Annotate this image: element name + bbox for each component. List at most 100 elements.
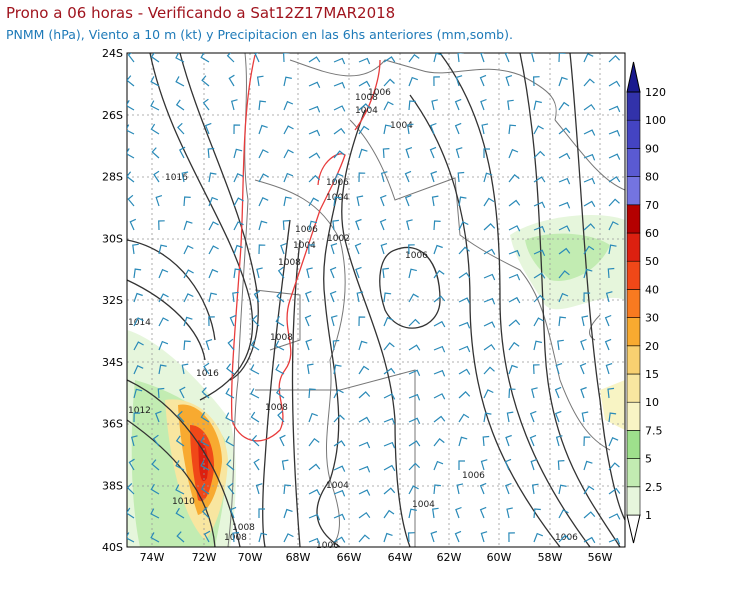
lon-label: 68W	[286, 551, 311, 564]
wind-barb	[308, 220, 318, 231]
wind-barb	[233, 268, 242, 279]
wind-barb	[305, 290, 312, 303]
wind-barb	[533, 150, 546, 159]
wind-barb	[455, 147, 463, 159]
wind-barb	[558, 509, 569, 519]
wind-barb	[202, 98, 210, 111]
wind-barb	[283, 508, 293, 519]
wind-barb	[151, 147, 160, 159]
wind-barb	[250, 388, 260, 399]
wind-barb	[558, 292, 569, 303]
lon-label: 66W	[337, 551, 362, 564]
wind-barb	[456, 483, 464, 495]
wind-barb	[358, 316, 366, 327]
wind-barb	[458, 321, 471, 329]
wind-barb	[504, 458, 512, 471]
colorbar-band	[626, 373, 641, 403]
wind-barb	[533, 201, 546, 209]
wind-barb	[433, 53, 443, 63]
wind-barb	[233, 197, 244, 207]
colorbar-band	[626, 148, 641, 177]
wind-barb	[333, 196, 342, 207]
wind-barb	[379, 194, 387, 207]
wind-barb	[558, 484, 567, 495]
colorbar-high	[626, 61, 641, 93]
lon-label: 58W	[538, 551, 563, 564]
wind-barb	[406, 219, 413, 231]
wind-barb	[150, 532, 160, 543]
wind-barb	[258, 124, 268, 135]
wind-barb	[558, 152, 571, 160]
wind-barb	[382, 148, 390, 159]
wind-barb	[554, 386, 562, 399]
wind-barb	[250, 364, 260, 375]
colorbar-band	[626, 430, 641, 459]
wind-barb	[458, 391, 471, 399]
wind-barb	[383, 441, 396, 449]
lat-label: 24S	[102, 47, 123, 60]
wind-barb	[333, 440, 346, 447]
precipitation	[127, 215, 625, 547]
wind-barb	[127, 507, 135, 519]
wind-barb	[433, 295, 446, 303]
wind-barb	[355, 266, 362, 279]
wind-barb	[179, 386, 186, 399]
wind-barb	[150, 483, 160, 495]
wind-barb	[504, 53, 510, 63]
wind-barb	[583, 223, 596, 231]
wind-barb	[531, 387, 538, 399]
wind-barb	[329, 290, 337, 303]
colorbar-label: 15	[645, 368, 659, 381]
wind-barb	[532, 76, 540, 87]
wind-barb	[405, 147, 413, 159]
lat-label: 40S	[102, 541, 123, 554]
contour-label: 1008	[232, 523, 255, 533]
wind-barb	[283, 533, 294, 543]
wind-barb	[533, 125, 544, 135]
wind-barb	[258, 197, 269, 207]
contour-label: 1016	[196, 369, 219, 379]
wind-barb	[330, 243, 338, 255]
wind-barb	[583, 177, 596, 185]
map-frame	[126, 52, 626, 548]
wind-barb	[283, 196, 292, 207]
wind-barb	[483, 321, 496, 328]
wind-barb	[200, 411, 210, 423]
wind-barb	[175, 484, 185, 495]
wind-barb	[355, 218, 362, 231]
wind-barb	[404, 194, 412, 207]
isobars	[127, 53, 625, 547]
wind-barb	[383, 367, 396, 375]
wind-barb	[558, 247, 571, 255]
wind-barb	[258, 173, 269, 183]
wind-barb	[608, 487, 621, 495]
wind-barb	[225, 412, 235, 423]
wind-barb	[383, 487, 396, 495]
wind-barb	[358, 125, 370, 135]
wind-barb	[429, 146, 437, 159]
wind-barb	[157, 387, 165, 399]
wind-barb	[308, 537, 321, 545]
wind-barb	[203, 362, 210, 375]
contour-labels: 1016 1014 1012 1010 1016 1008 1006 1004 …	[128, 88, 578, 551]
wind-barb	[555, 435, 563, 447]
wind-barb	[332, 219, 339, 231]
contour-label: 1004	[355, 106, 378, 116]
wind-barb	[183, 245, 194, 255]
wind-barb	[608, 129, 621, 137]
wind-barb	[276, 291, 285, 303]
wind-barb	[158, 268, 169, 279]
wind-barb	[181, 171, 189, 183]
wind-barb	[383, 101, 394, 111]
wind-barb	[127, 148, 135, 159]
contour-label: 1012	[128, 406, 151, 416]
wind-barb	[480, 459, 488, 471]
lon-label: 56W	[588, 551, 613, 564]
wind-barb	[383, 342, 395, 351]
wind-barb	[329, 266, 337, 279]
colorbar-label: 50	[645, 255, 659, 268]
wind-barb	[508, 225, 521, 232]
wind-barb	[530, 459, 538, 471]
wind-barb	[506, 411, 514, 423]
